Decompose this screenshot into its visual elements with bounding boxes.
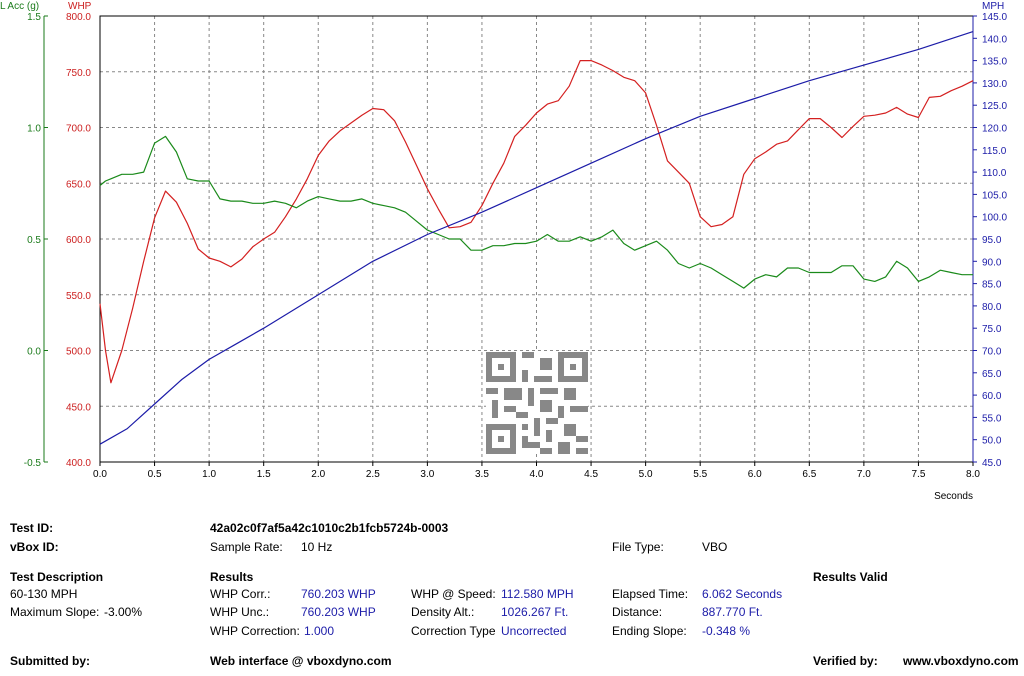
whp-at-speed-label: WHP @ Speed: [411,587,496,601]
mph-tick-label: 115.0 [982,146,1007,157]
sample-rate-value: 10 Hz [301,540,333,554]
whp-unc-label: WHP Unc.: [210,605,270,619]
x-tick-label: 0.0 [93,469,107,480]
mph-tick-label: 95.0 [982,235,1002,246]
x-tick-label: 3.5 [475,469,489,480]
test-description-label: Test Description [10,570,104,584]
web-interface-link[interactable]: Web interface @ vboxdyno.com [210,654,392,668]
whp-axis-title: WHP [68,1,92,12]
mph-series-line [99,31,974,445]
grid-lines [100,16,973,462]
submitted-by-label: Submitted by: [10,654,90,668]
whp-unc-value: 760.203 WHP [301,605,376,619]
density-alt-value: 1026.267 Ft. [501,605,569,619]
distance-label: Distance: [612,605,663,619]
density-alt-label: Density Alt.: [411,605,475,619]
max-slope-label: Maximum Slope: [10,605,100,619]
x-tick-label: 6.5 [802,469,816,480]
whp-correction-value: 1.000 [304,624,335,638]
whp-tick-label: 700.0 [66,124,91,135]
mph-tick-label: 85.0 [982,280,1002,291]
mph-tick-label: 125.0 [982,101,1007,112]
mph-tick-label: 145.0 [982,12,1007,23]
whp-tick-label: 800.0 [66,12,91,23]
dyno-chart: 0.0 0.5 1.0 1.5 2.0 2.5 3.0 3.5 4.0 4.5 5.0 5.5 6.0 6… [0,1,1007,502]
x-tick-label: 7.0 [857,469,871,480]
verified-by-label: Verified by: [813,654,878,668]
qr-code [486,352,588,454]
lacc-tick-label: 0.5 [27,235,41,246]
distance-value: 887.770 Ft. [702,605,763,619]
website-link[interactable]: www.vboxdyno.com [903,654,1019,668]
mph-tick-label: 50.0 [982,436,1002,447]
ending-slope-label: Ending Slope: [612,624,687,638]
lacc-series-line [99,135,973,289]
whp-tick-label: 650.0 [66,179,91,190]
whp-tick-label: 400.0 [66,458,91,469]
results-valid: Results Valid [813,570,888,584]
mph-tick-label: 110.0 [982,168,1007,179]
lacc-axis-title: L Acc (g) [0,1,39,12]
correction-type-value: Uncorrected [501,624,567,638]
whp-tick-label: 750.0 [66,68,91,79]
x-tick-label: 4.0 [530,469,544,480]
x-tick-label: 3.0 [420,469,434,480]
correction-type-label: Correction Type [411,624,496,638]
x-tick-label: 7.5 [911,469,925,480]
mph-tick-label: 105.0 [982,190,1007,201]
x-tick-label: 2.0 [311,469,325,480]
whp-at-speed-value: 112.580 MPH [501,587,574,601]
x-tick-label: 1.5 [257,469,271,480]
lacc-tick-label: 1.0 [27,124,41,135]
mph-tick-label: 90.0 [982,257,1002,268]
elapsed-time-value: 6.062 Seconds [702,587,783,601]
test-id-value: 42a02c0f7af5a42c1010c2b1fcb5724b-0003 [210,521,449,535]
test-id-label: Test ID: [10,521,54,535]
test-range: 60-130 MPH [10,587,78,601]
whp-tick-label: 450.0 [66,402,91,413]
mph-tick-label: 120.0 [982,124,1007,135]
x-tick-label: 2.5 [366,469,380,480]
mph-tick-label: 60.0 [982,391,1002,402]
sample-rate-label: Sample Rate: [210,540,283,554]
x-tick-label: 6.0 [748,469,762,480]
file-type-label: File Type: [612,540,664,554]
mph-tick-label: 70.0 [982,347,1002,358]
lacc-tick-label: -0.5 [24,458,42,469]
file-type-value: VBO [702,540,728,554]
whp-corr-value: 760.203 WHP [301,587,376,601]
x-tick-label: 5.5 [693,469,707,480]
mph-tick-label: 45.0 [982,458,1002,469]
mph-tick-label: 80.0 [982,302,1002,313]
x-tick-label: 0.5 [148,469,162,480]
x-tick-label: 1.0 [202,469,216,480]
lacc-tick-label: 1.5 [27,12,41,23]
whp-tick-label: 550.0 [66,291,91,302]
mph-tick-label: 55.0 [982,413,1002,424]
mph-tick-label: 75.0 [982,324,1002,335]
mph-tick-label: 100.0 [982,213,1007,224]
x-axis-title: Seconds [934,491,973,502]
mph-tick-label: 130.0 [982,79,1007,90]
whp-tick-label: 500.0 [66,347,91,358]
elapsed-time-label: Elapsed Time: [612,587,689,601]
results-label: Results [210,570,254,584]
mph-axis-title: MPH [982,1,1004,12]
mph-tick-label: 135.0 [982,57,1007,68]
ending-slope-value: -0.348 % [702,624,751,638]
mph-tick-label: 65.0 [982,369,1002,380]
whp-tick-label: 600.0 [66,235,91,246]
whp-series-line [99,59,974,384]
x-tick-label: 8.0 [966,469,980,480]
max-slope-value: -3.00% [104,605,143,619]
whp-correction-label: WHP Correction: [210,624,300,638]
x-tick-label: 5.0 [639,469,653,480]
vbox-id-label: vBox ID: [10,540,59,554]
whp-corr-label: WHP Corr.: [210,587,271,601]
mph-tick-label: 140.0 [982,34,1007,45]
lacc-tick-label: 0.0 [27,347,41,358]
x-tick-label: 4.5 [584,469,598,480]
